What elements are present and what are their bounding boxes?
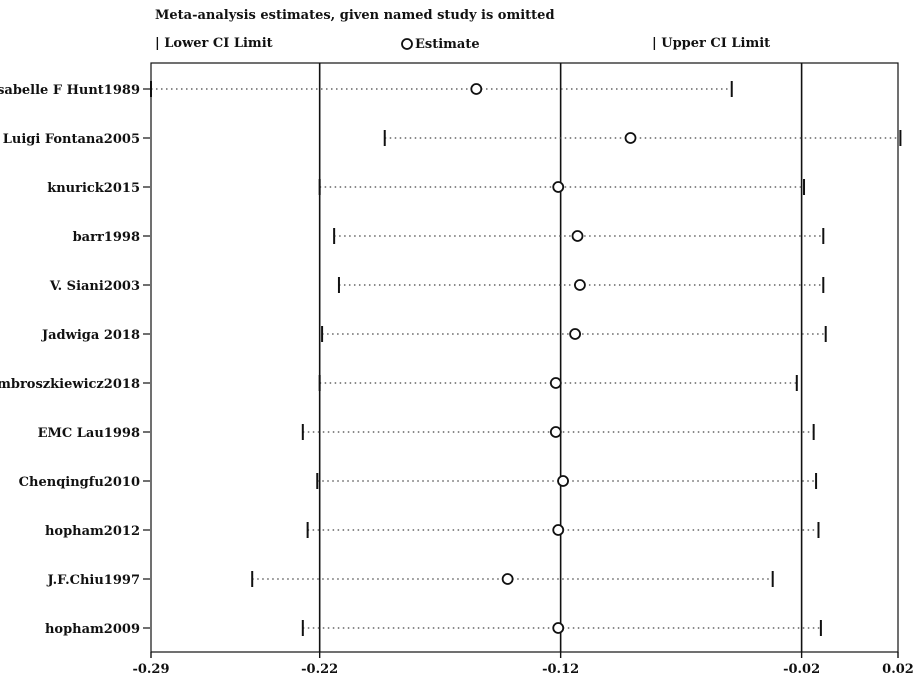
- estimate-point-2: [552, 181, 565, 193]
- x-tick-label: -0.12: [542, 662, 579, 677]
- chart-title: Meta-analysis estimates, given named stu…: [155, 8, 555, 23]
- x-tick-label: 0.02: [882, 662, 914, 677]
- legend-estimate: Estimate: [399, 36, 480, 52]
- study-label: V. Siani2003: [49, 279, 140, 294]
- x-tick-label: -0.02: [783, 662, 820, 677]
- study-label: Luigi Fontana2005: [3, 132, 140, 147]
- estimate-point-5: [569, 328, 582, 340]
- study-label: Isabelle F Hunt1989: [0, 83, 140, 98]
- study-label: knurick2015: [47, 181, 140, 196]
- estimate-point-4: [574, 279, 586, 291]
- estimate-point-7: [549, 426, 562, 438]
- estimate-point-8: [557, 475, 569, 487]
- estimate-point-11: [552, 622, 565, 634]
- estimate-point-1: [624, 132, 637, 144]
- estimate-point-10: [501, 573, 514, 585]
- study-label: ambroszkiewicz2018: [0, 377, 140, 392]
- study-label: EMC Lau1998: [38, 426, 140, 441]
- legend-estimate-label: Estimate: [415, 36, 480, 52]
- study-label: Jadwiga 2018: [41, 328, 140, 343]
- estimate-point-0: [470, 83, 483, 95]
- legend-upper-ci: | Upper CI Limit: [652, 36, 771, 51]
- legend-estimate-marker: [401, 38, 413, 50]
- estimate-point-9: [552, 524, 565, 536]
- estimate-point-6: [549, 377, 562, 389]
- study-label: Chenqingfu2010: [19, 475, 140, 490]
- study-label: J.F.Chiu1997: [47, 573, 141, 588]
- x-tick-label: -0.22: [301, 662, 338, 677]
- estimate-point-3: [571, 230, 584, 242]
- plot-frame: [150, 62, 899, 653]
- x-tick-label: -0.29: [132, 662, 169, 677]
- legend-lower-ci: | Lower CI Limit: [155, 36, 273, 51]
- study-label: hopham2009: [45, 622, 140, 637]
- study-label: hopham2012: [45, 524, 140, 539]
- study-label: barr1998: [73, 230, 140, 245]
